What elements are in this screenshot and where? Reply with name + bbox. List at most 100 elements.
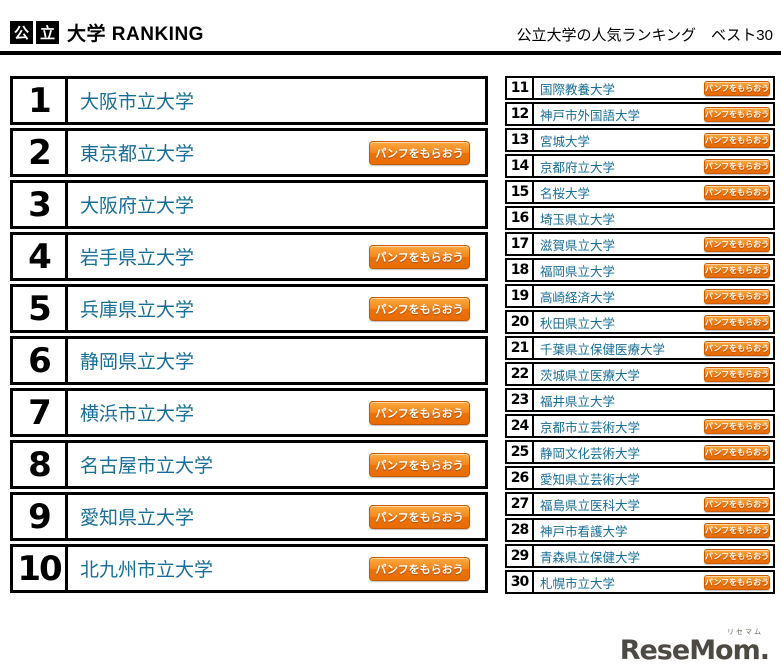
university-link[interactable]: 愛知県立大学 (80, 508, 195, 529)
rank-number: 8 (13, 443, 68, 486)
pamphlet-request-button[interactable]: パンフをもらおう (369, 296, 470, 321)
university-link[interactable]: 静岡県立大学 (80, 352, 195, 373)
row-body: 茨城県立医療大学 パンフをもらおう (534, 364, 773, 384)
row-body: 国際教養大学 パンフをもらおう (534, 78, 773, 98)
pamphlet-request-button[interactable]: パンフをもらおう (704, 366, 770, 382)
rank-number: 21 (507, 338, 534, 358)
rank-number: 10 (13, 547, 68, 590)
rank-number: 6 (13, 339, 68, 382)
row-body: 横浜市立大学 パンフをもらおう (68, 391, 485, 434)
university-link[interactable]: 静岡文化芸術大学 (540, 446, 641, 461)
university-link[interactable]: 北九州市立大学 (80, 560, 214, 581)
rank-number: 3 (13, 183, 68, 226)
university-link[interactable]: 東京都立大学 (80, 144, 195, 165)
rank-number: 30 (507, 572, 534, 592)
ranking-row: 17 滋賀県立大学 パンフをもらおう (505, 232, 775, 256)
pamphlet-request-button[interactable]: パンフをもらおう (704, 288, 770, 304)
row-body: 北九州市立大学 パンフをもらおう (68, 547, 485, 590)
rank-number: 17 (507, 234, 534, 254)
university-link[interactable]: 愛知県立芸術大学 (540, 472, 641, 487)
pamphlet-request-button[interactable]: パンフをもらおう (704, 236, 770, 252)
ranking-top10-list: 1 大阪市立大学 2 東京都立大学 パンフをもらおう 3 大阪府立大学 4 岩手… (10, 76, 488, 594)
pamphlet-request-button[interactable]: パンフをもらおう (704, 80, 770, 96)
pamphlet-request-button[interactable]: パンフをもらおう (704, 340, 770, 356)
pamphlet-request-button[interactable]: パンフをもらおう (369, 452, 470, 477)
university-link[interactable]: 名古屋市立大学 (80, 456, 214, 477)
university-link[interactable]: 秋田県立大学 (540, 316, 616, 331)
row-body: 静岡県立大学 (68, 339, 485, 382)
university-link[interactable]: 千葉県立保健医療大学 (540, 342, 666, 357)
header-divider (0, 51, 781, 55)
pamphlet-request-button[interactable]: パンフをもらおう (704, 184, 770, 200)
university-link[interactable]: 札幌市立大学 (540, 576, 616, 591)
pamphlet-request-button[interactable]: パンフをもらおう (704, 522, 770, 538)
ranking-row: 10 北九州市立大学 パンフをもらおう (10, 544, 488, 593)
university-link[interactable]: 滋賀県立大学 (540, 238, 616, 253)
ranking-row: 28 神戸市看護大学 パンフをもらおう (505, 518, 775, 542)
pamphlet-request-button[interactable]: パンフをもらおう (704, 444, 770, 460)
ranking-row: 29 青森県立保健大学 パンフをもらおう (505, 544, 775, 568)
university-link[interactable]: 青森県立保健大学 (540, 550, 641, 565)
university-link[interactable]: 宮城大学 (540, 134, 591, 149)
university-link[interactable]: 国際教養大学 (540, 82, 616, 97)
university-link[interactable]: 名桜大学 (540, 186, 591, 201)
university-link[interactable]: 茨城県立医療大学 (540, 368, 641, 383)
rank-number: 19 (507, 286, 534, 306)
rank-number: 20 (507, 312, 534, 332)
pamphlet-request-button[interactable]: パンフをもらおう (369, 244, 470, 269)
row-body: 宮城大学 パンフをもらおう (534, 130, 773, 150)
pamphlet-request-button[interactable]: パンフをもらおう (704, 496, 770, 512)
row-body: 兵庫県立大学 パンフをもらおう (68, 287, 485, 330)
university-link[interactable]: 福岡県立大学 (540, 264, 616, 279)
logo-ruby-text: リセマム (727, 629, 763, 636)
row-body: 京都府立大学 パンフをもらおう (534, 156, 773, 176)
university-link[interactable]: 高崎経済大学 (540, 290, 616, 305)
university-link[interactable]: 横浜市立大学 (80, 404, 195, 425)
pamphlet-request-button[interactable]: パンフをもらおう (369, 556, 470, 581)
pamphlet-request-button[interactable]: パンフをもらおう (704, 574, 770, 590)
pamphlet-request-button[interactable]: パンフをもらおう (704, 314, 770, 330)
university-link[interactable]: 埼玉県立大学 (540, 212, 616, 227)
row-body: 神戸市看護大学 パンフをもらおう (534, 520, 773, 540)
resemom-logo: リセマム ReseMom. (620, 629, 770, 664)
row-body: 高崎経済大学 パンフをもらおう (534, 286, 773, 306)
rank-number: 27 (507, 494, 534, 514)
pamphlet-request-button[interactable]: パンフをもらおう (704, 132, 770, 148)
ranking-11-30-list: 11 国際教養大学 パンフをもらおう 12 神戸市外国語大学 パンフをもらおう … (505, 76, 775, 594)
row-body: 岩手県立大学 パンフをもらおう (68, 235, 485, 278)
university-link[interactable]: 神戸市看護大学 (540, 524, 628, 539)
rank-number: 15 (507, 182, 534, 202)
university-link[interactable]: 神戸市外国語大学 (540, 108, 641, 123)
ranking-row: 22 茨城県立医療大学 パンフをもらおう (505, 362, 775, 386)
ranking-row: 19 高崎経済大学 パンフをもらおう (505, 284, 775, 308)
ranking-row: 2 東京都立大学 パンフをもらおう (10, 128, 488, 177)
rank-number: 7 (13, 391, 68, 434)
pamphlet-request-button[interactable]: パンフをもらおう (704, 262, 770, 278)
university-link[interactable]: 京都府立大学 (540, 160, 616, 175)
ranking-row: 7 横浜市立大学 パンフをもらおう (10, 388, 488, 437)
university-link[interactable]: 大阪府立大学 (80, 196, 195, 217)
pamphlet-request-button[interactable]: パンフをもらおう (704, 106, 770, 122)
rank-number: 9 (13, 495, 68, 538)
university-link[interactable]: 京都市立芸術大学 (540, 420, 641, 435)
university-link[interactable]: 福島県立医科大学 (540, 498, 641, 513)
university-link[interactable]: 岩手県立大学 (80, 248, 195, 269)
pamphlet-request-button[interactable]: パンフをもらおう (369, 400, 470, 425)
ranking-row: 8 名古屋市立大学 パンフをもらおう (10, 440, 488, 489)
university-link[interactable]: 福井県立大学 (540, 394, 616, 409)
university-link[interactable]: 兵庫県立大学 (80, 300, 195, 321)
pamphlet-request-button[interactable]: パンフをもらおう (704, 418, 770, 434)
pamphlet-request-button[interactable]: パンフをもらおう (704, 158, 770, 174)
row-body: 青森県立保健大学 パンフをもらおう (534, 546, 773, 566)
kouritsu-badge-ritsu: 立 (36, 21, 59, 44)
rank-number: 2 (13, 131, 68, 174)
rank-number: 1 (13, 79, 68, 122)
ranking-row: 11 国際教養大学 パンフをもらおう (505, 76, 775, 100)
pamphlet-request-button[interactable]: パンフをもらおう (369, 140, 470, 165)
ranking-row: 9 愛知県立大学 パンフをもらおう (10, 492, 488, 541)
ranking-row: 4 岩手県立大学 パンフをもらおう (10, 232, 488, 281)
university-link[interactable]: 大阪市立大学 (80, 92, 195, 113)
pamphlet-request-button[interactable]: パンフをもらおう (369, 504, 470, 529)
pamphlet-request-button[interactable]: パンフをもらおう (704, 548, 770, 564)
